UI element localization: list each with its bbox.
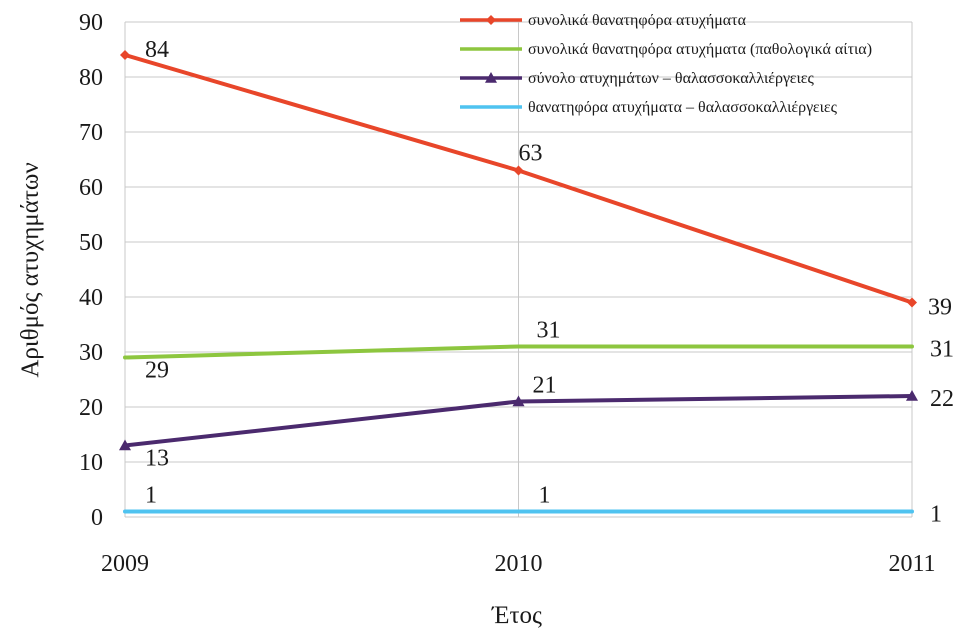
legend: συνολικά θανατηφόρα ατυχήματα συνολικά θα… — [460, 12, 872, 116]
legend-label-1: συνολικά θανατηφόρα ατυχήματα (παθολογικ… — [528, 41, 872, 58]
y-tick-label-80: 80 — [79, 65, 103, 91]
series-1-data-label-2: 31 — [930, 337, 954, 363]
series-1-data-label-1: 31 — [537, 318, 561, 344]
x-tick-label-2009: 2009 — [101, 551, 149, 577]
legend-marker-0 — [486, 15, 496, 25]
legend-label-2: σύνολο ατυχημάτων – θαλασσοκαλλιέργειες — [528, 70, 815, 87]
y-tick-label-0: 0 — [91, 505, 103, 531]
series-1-data-label-0: 29 — [145, 358, 169, 384]
legend-marker-2 — [485, 72, 497, 83]
series-2-marker-1 — [512, 395, 525, 407]
legend-label-0: συνολικά θανατηφόρα ατυχήματα — [528, 12, 747, 29]
series-0-data-label-2: 39 — [928, 295, 952, 321]
data-labels: 84 63 39 29 31 31 13 21 22 1 1 1 — [145, 37, 954, 528]
y-tick-label-40: 40 — [79, 285, 103, 311]
legend-label-3: θανατηφόρα ατυχήματα – θαλασσοκαλλιέργει… — [528, 99, 838, 116]
series-0-marker-0 — [120, 50, 130, 60]
series-2-data-label-2: 22 — [930, 386, 954, 412]
x-axis-ticks: 2009 2010 2011 — [101, 551, 936, 577]
series-0-marker-1 — [513, 165, 524, 176]
series-3-data-label-2: 1 — [930, 502, 942, 528]
y-tick-label-50: 50 — [79, 230, 103, 256]
y-tick-label-90: 90 — [79, 10, 103, 36]
gridlines — [124, 21, 913, 518]
series-2-marker-0 — [119, 439, 131, 451]
series-markers — [119, 50, 918, 451]
y-axis-ticks: 0 10 20 30 40 50 60 70 80 90 — [79, 10, 103, 531]
series-3-data-label-0: 1 — [145, 483, 157, 509]
series-2-data-label-1: 21 — [533, 373, 557, 399]
series-0-marker-2 — [907, 297, 917, 308]
series-0-data-label-0: 84 — [145, 37, 169, 63]
y-tick-label-60: 60 — [79, 175, 103, 201]
y-axis-title: Αριθμός ατυχημάτων — [17, 162, 44, 377]
series-line-1 — [123, 344, 914, 360]
y-tick-label-30: 30 — [79, 340, 103, 366]
y-tick-label-10: 10 — [79, 450, 103, 476]
series-0-data-label-1: 63 — [519, 141, 543, 167]
x-tick-label-2011: 2011 — [888, 551, 935, 577]
series-3-data-label-1: 1 — [539, 483, 551, 509]
y-tick-label-20: 20 — [79, 395, 103, 421]
x-axis-title: Έτος — [491, 602, 542, 629]
series-2-data-label-0: 13 — [145, 446, 169, 472]
x-tick-label-2010: 2010 — [495, 551, 543, 577]
y-tick-label-70: 70 — [79, 120, 103, 146]
series-2-marker-2 — [906, 390, 918, 401]
